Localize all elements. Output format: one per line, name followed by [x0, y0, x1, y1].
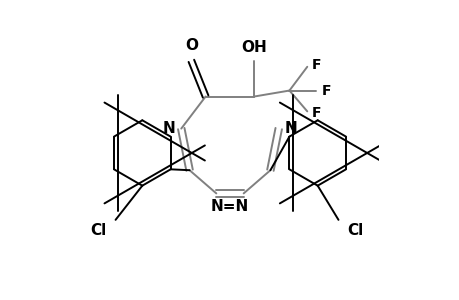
Text: N: N: [284, 121, 297, 136]
Text: F: F: [311, 106, 320, 120]
Text: N=N: N=N: [210, 199, 249, 214]
Text: Cl: Cl: [90, 223, 106, 238]
Text: Cl: Cl: [347, 223, 363, 238]
Text: F: F: [321, 84, 330, 98]
Text: F: F: [311, 58, 320, 72]
Text: O: O: [185, 38, 197, 53]
Text: OH: OH: [241, 40, 267, 55]
Text: N: N: [162, 121, 175, 136]
